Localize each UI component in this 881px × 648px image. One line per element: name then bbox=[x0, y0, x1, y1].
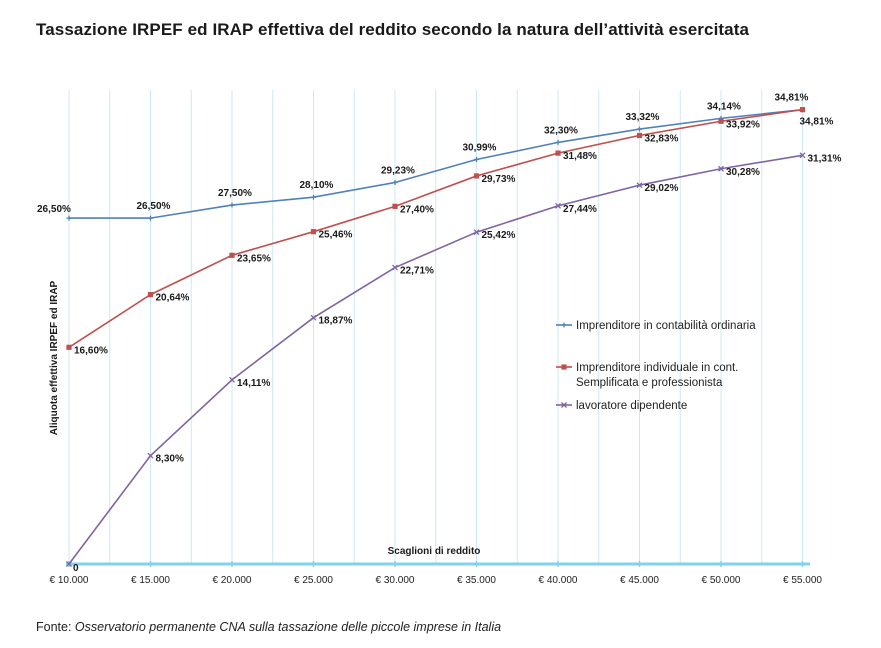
series-line-3 bbox=[68, 154, 803, 565]
data-point-1 bbox=[474, 156, 479, 162]
data-label: 33,92% bbox=[726, 119, 760, 130]
data-point-3 bbox=[66, 561, 72, 567]
x-tick-label: € 30.000 bbox=[376, 575, 415, 586]
y-axis-label: Aliquota effettiva IRPEF ed IRAP bbox=[49, 280, 60, 435]
data-label: 28,10% bbox=[300, 180, 334, 191]
data-label: 14,11% bbox=[237, 378, 270, 389]
x-tick-label: € 25.000 bbox=[294, 575, 333, 586]
data-point-2 bbox=[718, 118, 724, 124]
grid-lines bbox=[68, 90, 803, 564]
data-label: 23,65% bbox=[237, 253, 271, 264]
data-point-2 bbox=[310, 229, 317, 235]
data-label: 18,87% bbox=[319, 316, 353, 327]
data-label: 27,44% bbox=[563, 204, 597, 215]
data-label: 22,71% bbox=[400, 266, 434, 277]
source-note: Fonte: Osservatorio permanente CNA sulla… bbox=[36, 620, 501, 634]
legend-marker bbox=[561, 402, 567, 408]
data-point-2 bbox=[636, 132, 643, 139]
data-label: 16,60% bbox=[74, 345, 108, 356]
x-tick-label: € 50.000 bbox=[702, 575, 741, 586]
x-tick-label: € 45.000 bbox=[620, 575, 659, 586]
legend-marker bbox=[561, 322, 567, 328]
data-label: 30,99% bbox=[463, 142, 497, 153]
data-point-1 bbox=[229, 202, 235, 208]
source-text: Osservatorio permanente CNA sulla tassaz… bbox=[74, 620, 502, 634]
data-label: 34,81% bbox=[800, 117, 834, 128]
data-point-2 bbox=[229, 252, 235, 258]
data-point-3 bbox=[473, 229, 480, 236]
data-point-3 bbox=[636, 182, 643, 189]
legend-item-1: Imprenditore in contabilità ordinaria bbox=[556, 320, 756, 332]
data-label: 29,02% bbox=[645, 183, 679, 194]
x-axis-label: Scaglioni di reddito bbox=[388, 546, 481, 557]
data-point-1 bbox=[148, 215, 153, 221]
data-label: 26,50% bbox=[137, 201, 171, 212]
x-tick-label: € 40.000 bbox=[539, 575, 578, 586]
data-point-2 bbox=[555, 150, 561, 156]
data-point-2 bbox=[392, 203, 398, 209]
x-tick-label: € 15.000 bbox=[131, 575, 170, 586]
legend-marker bbox=[561, 364, 567, 370]
data-label: 33,32% bbox=[626, 112, 660, 123]
data-label: 32,30% bbox=[544, 125, 578, 136]
x-tick-label: € 20.000 bbox=[213, 575, 252, 586]
data-point-3 bbox=[799, 152, 806, 159]
data-point-1 bbox=[637, 126, 642, 132]
line-chart: € 10.000 € 15.000 € 20.000 € 25.000 € 30.000… bbox=[37, 90, 842, 586]
data-label: 30,28% bbox=[726, 167, 760, 178]
data-label: 27,50% bbox=[218, 188, 252, 199]
data-point-2 bbox=[66, 344, 72, 350]
x-axis: € 10.000 € 15.000 € 20.000 € 25.000 € 30.000… bbox=[50, 561, 822, 586]
data-label: 20,64% bbox=[156, 293, 190, 304]
legend-item-3: lavoratore dipendente bbox=[556, 400, 687, 412]
data-point-2 bbox=[799, 107, 806, 113]
data-label: 27,40% bbox=[400, 204, 434, 215]
data-point-1 bbox=[311, 194, 316, 200]
series-line-1 bbox=[69, 108, 803, 219]
data-point-3 bbox=[229, 376, 235, 383]
data-label: 31,48% bbox=[563, 151, 597, 162]
legend-item-2: Imprenditore individuale in cont. Semplif… bbox=[556, 362, 738, 389]
source-prefix: Fonte: bbox=[36, 620, 72, 634]
data-point-1 bbox=[555, 139, 561, 145]
data-label: 26,50% bbox=[37, 204, 71, 215]
chart-title: Tassazione IRPEF ed IRAP effettiva del r… bbox=[36, 20, 750, 39]
data-point-3 bbox=[718, 165, 724, 172]
data-point-1 bbox=[392, 179, 398, 185]
data-point-2 bbox=[147, 291, 154, 298]
legend-label: Imprenditore in contabilità ordinaria bbox=[576, 320, 756, 332]
data-point-3 bbox=[555, 202, 561, 209]
data-label: 0 bbox=[73, 563, 79, 574]
data-label: 29,73% bbox=[482, 174, 516, 185]
data-point-3 bbox=[310, 314, 317, 321]
x-tick-label: € 35.000 bbox=[457, 575, 496, 586]
legend: Imprenditore in contabilità ordinaria Imp… bbox=[556, 320, 756, 412]
data-point-1 bbox=[66, 215, 72, 221]
data-label: 34,81% bbox=[775, 93, 809, 104]
data-label: 29,23% bbox=[381, 165, 415, 176]
series-group bbox=[66, 107, 806, 567]
data-labels: 26,50% 26,50% 27,50% 28,10% 29,23% 30,99% 32,3… bbox=[37, 93, 842, 574]
data-label: 32,83% bbox=[645, 133, 679, 144]
legend-label: Imprenditore individuale in cont. Semplif… bbox=[576, 362, 738, 389]
data-label: 8,30% bbox=[156, 454, 184, 465]
data-point-3 bbox=[392, 264, 398, 271]
x-tick-label: € 10.000 bbox=[50, 575, 89, 586]
legend-label: lavoratore dipendente bbox=[576, 400, 687, 412]
data-label: 25,42% bbox=[482, 230, 516, 241]
data-label: 34,14% bbox=[707, 101, 741, 112]
series-line-2 bbox=[68, 108, 803, 348]
data-point-3 bbox=[147, 452, 154, 459]
data-label: 31,31% bbox=[808, 153, 842, 164]
data-point-2 bbox=[473, 173, 480, 179]
data-label: 25,46% bbox=[319, 230, 353, 241]
x-tick-label: € 55.000 bbox=[783, 575, 822, 586]
